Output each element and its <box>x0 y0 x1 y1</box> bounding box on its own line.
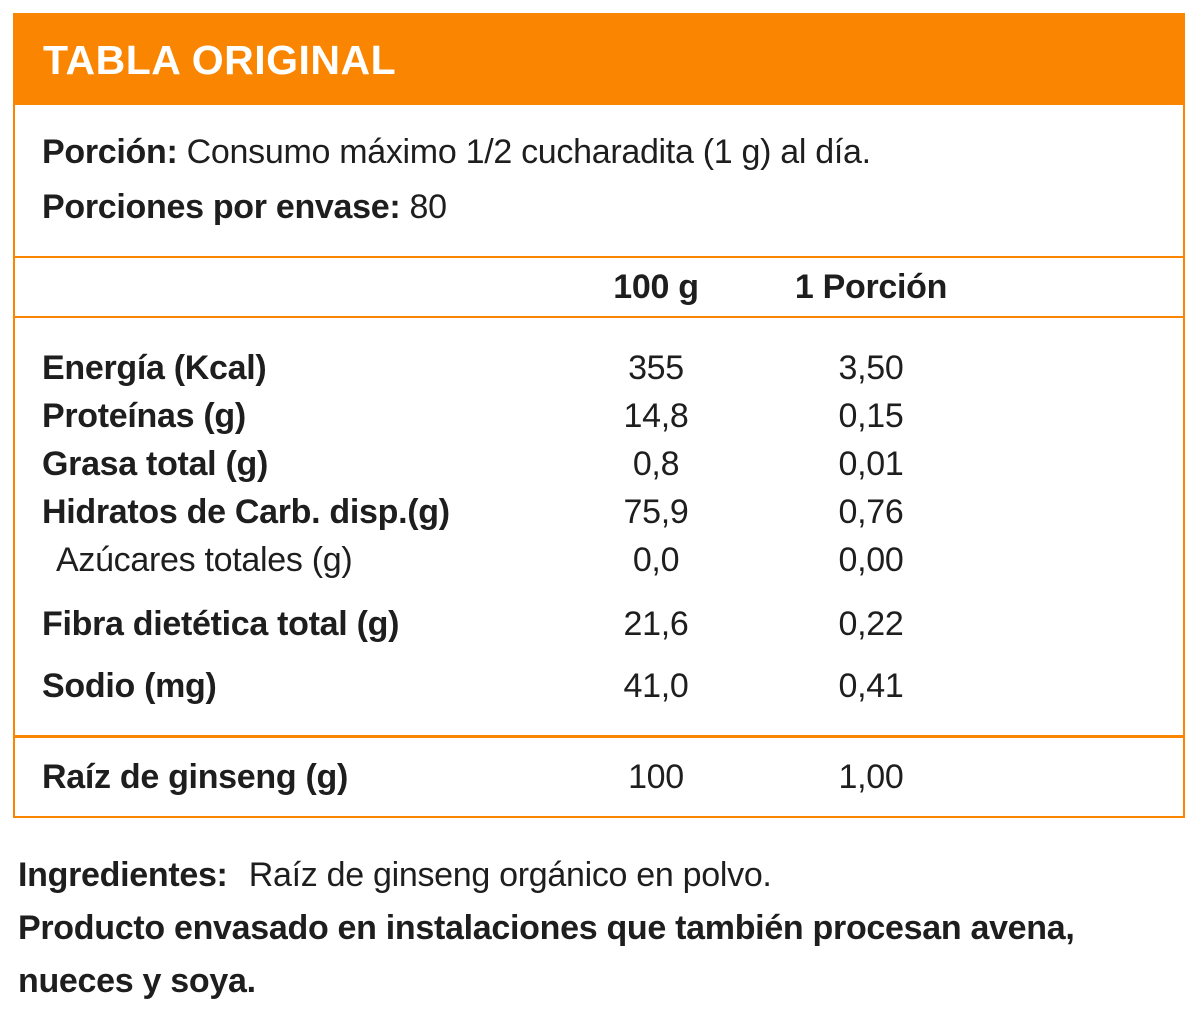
table-row-fibra: Fibra dietética total (g) 21,6 0,22 <box>15 600 1183 648</box>
serving-info: Porción: Consumo máximo 1/2 cucharadita … <box>15 105 1183 256</box>
servings-per-container-value: 80 <box>409 188 448 226</box>
ingredients-text: Raíz de ginseng orgánico en polvo. <box>248 856 772 894</box>
row-label: Azúcares totales (g) <box>56 541 353 579</box>
value-portion: 3,50 <box>838 349 904 387</box>
table-row-azucares: Azúcares totales (g) 0,0 0,00 <box>15 536 1183 584</box>
value-portion: 0,76 <box>838 493 904 531</box>
table-row-grasa-total: Grasa total (g) 0,8 0,01 <box>15 440 1183 488</box>
value-100g: 75,9 <box>623 493 689 531</box>
row-label: Fibra dietética total (g) <box>42 605 400 643</box>
value-100g: 41,0 <box>623 667 689 705</box>
row-label: Sodio (mg) <box>42 667 217 705</box>
portion-line: Porción: Consumo máximo 1/2 cucharadita … <box>42 125 1153 180</box>
value-portion: 0,15 <box>838 397 904 435</box>
column-header-row: 100 g 1 Porción <box>15 256 1183 318</box>
allergen-statement: Producto envasado en instalaciones que t… <box>18 909 1075 1000</box>
row-label: Grasa total (g) <box>42 445 268 483</box>
row-label: Proteínas (g) <box>42 397 246 435</box>
nutrition-table-body: Energía (Kcal) 355 3,50 Proteínas (g) 14… <box>15 318 1183 735</box>
ingredients-label: Ingredientes: <box>18 856 228 894</box>
value-100g: 14,8 <box>623 397 689 435</box>
value-portion: 0,22 <box>838 605 904 643</box>
title-band: TABLA ORIGINAL <box>15 15 1183 105</box>
row-label: Hidratos de Carb. disp.(g) <box>42 493 450 531</box>
table-row-energia: Energía (Kcal) 355 3,50 <box>15 344 1183 392</box>
nutrition-label-card: TABLA ORIGINAL Porción: Consumo máximo 1… <box>13 13 1185 818</box>
value-portion: 0,00 <box>838 541 904 579</box>
row-label: Raíz de ginseng (g) <box>42 757 348 796</box>
value-100g: 0,8 <box>632 445 680 483</box>
footer-notes: Ingredientes: Raíz de ginseng orgánico e… <box>18 849 1194 1008</box>
table-row-hidratos: Hidratos de Carb. disp.(g) 75,9 0,76 <box>15 488 1183 536</box>
table-row-proteinas: Proteínas (g) 14,8 0,15 <box>15 392 1183 440</box>
page-title: TABLA ORIGINAL <box>43 36 397 83</box>
column-header-portion: 1 Porción <box>794 267 948 306</box>
portion-text: Consumo máximo 1/2 cucharadita (1 g) al … <box>186 133 871 171</box>
value-100g: 0,0 <box>632 541 680 579</box>
table-row-sodio: Sodio (mg) 41,0 0,41 <box>15 662 1183 710</box>
value-portion: 0,01 <box>838 445 904 483</box>
portion-label: Porción: <box>42 133 178 171</box>
table-row-raiz-ginseng: Raíz de ginseng (g) 100 1,00 <box>15 735 1183 816</box>
value-100g: 21,6 <box>623 605 689 643</box>
value-100g: 100 <box>628 757 684 796</box>
column-header-100g: 100 g <box>613 267 699 306</box>
ingredients-line: Ingredientes: Raíz de ginseng orgánico e… <box>18 849 1194 902</box>
row-label: Energía (Kcal) <box>42 349 267 387</box>
value-portion: 0,41 <box>838 667 904 705</box>
servings-per-container-label: Porciones por envase: <box>42 188 401 226</box>
value-portion: 1,00 <box>838 757 904 796</box>
servings-per-container-line: Porciones por envase: 80 <box>42 180 1153 235</box>
value-100g: 355 <box>628 349 684 387</box>
